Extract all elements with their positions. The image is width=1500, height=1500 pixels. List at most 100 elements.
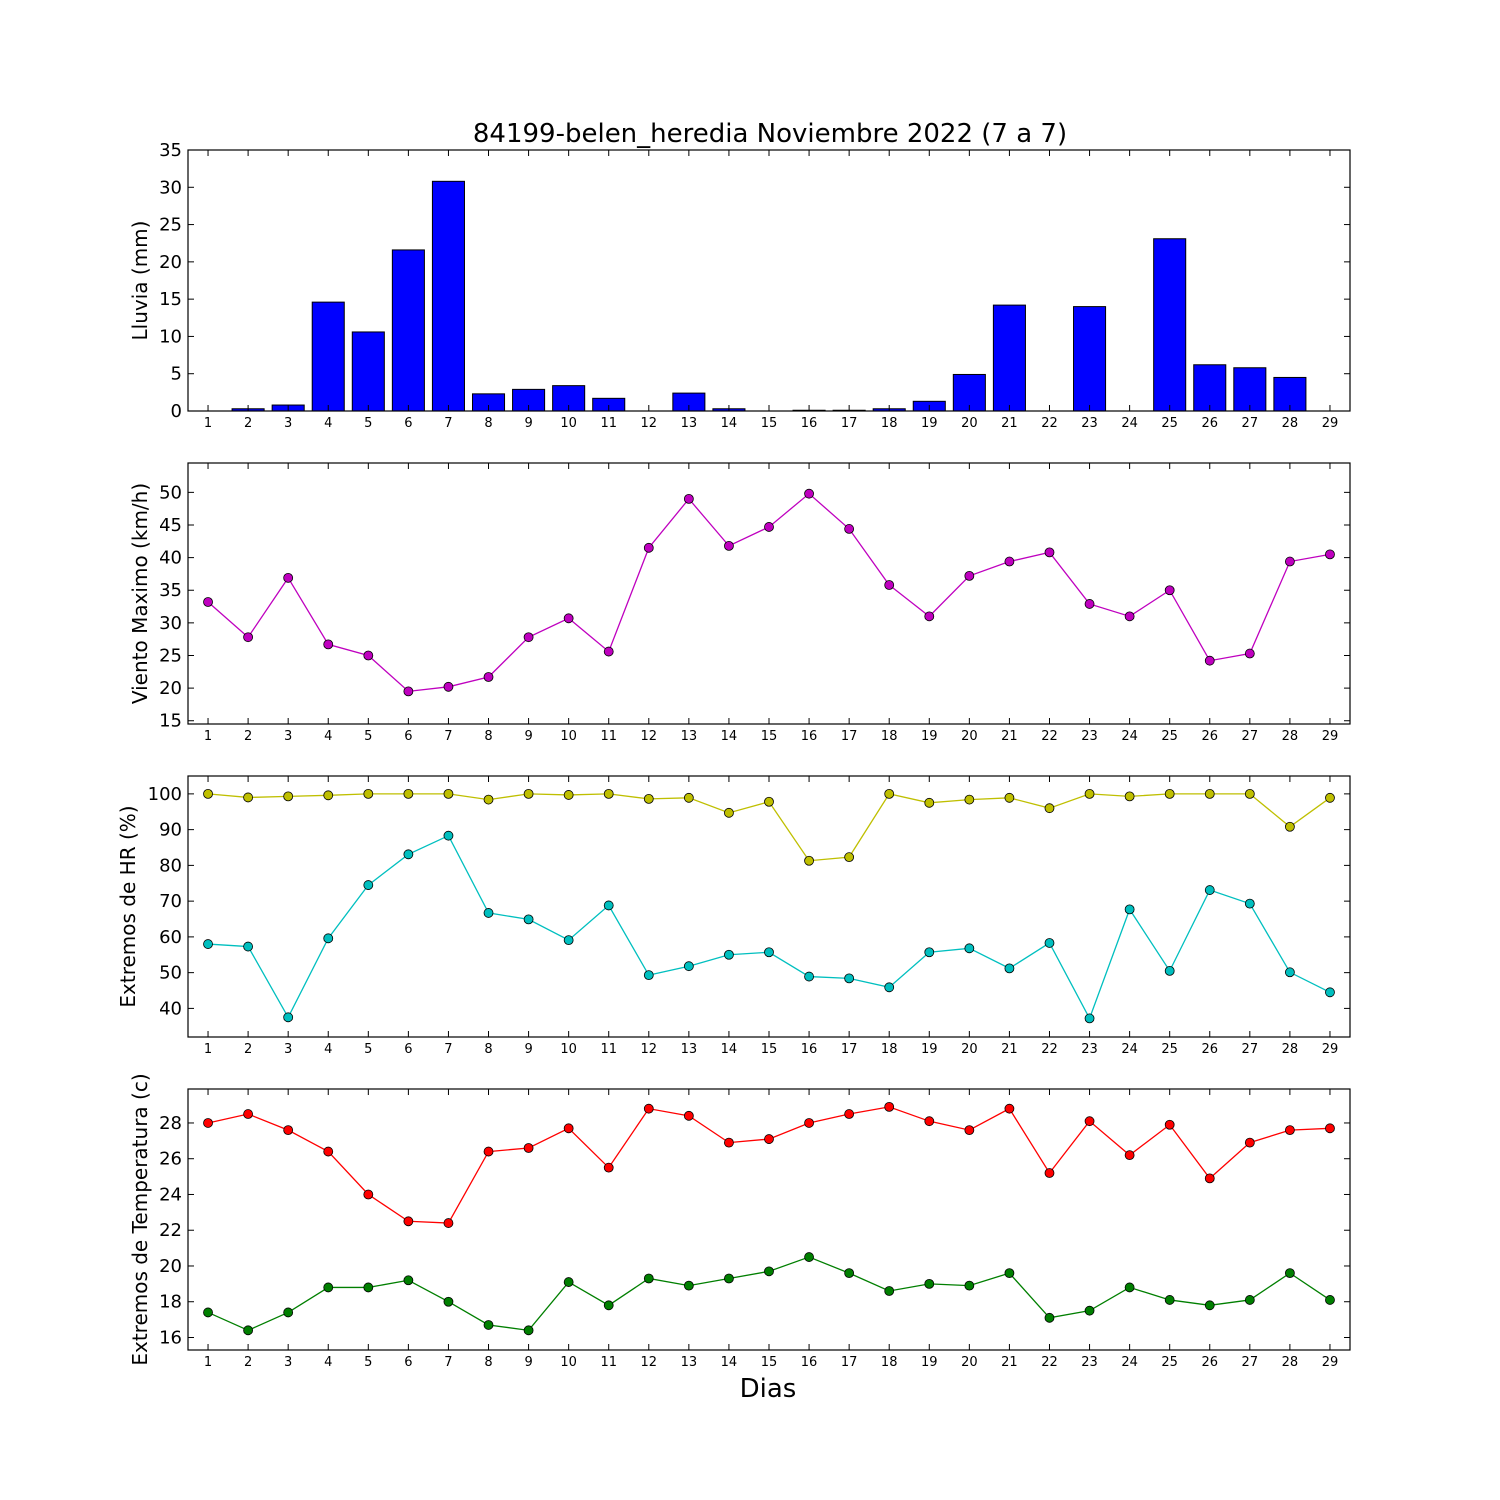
point-temperature-series-2-day-16: [804, 1252, 814, 1262]
point-max-wind-series-1-day-8: [483, 672, 494, 682]
point-temperature-series-1-day-9: [523, 1143, 534, 1153]
y-tick-label-temperature: 28: [159, 1113, 182, 1134]
bar-rainfall-day-6: [391, 249, 425, 412]
x-tick-label-humidity: 22: [1041, 1042, 1058, 1057]
point-temperature-series-2-day-22: [1044, 1312, 1055, 1323]
point-humidity-series-1-day-22: [1044, 803, 1055, 814]
x-tick-label-max-wind: 4: [324, 729, 332, 744]
point-humidity-series-1-day-11: [603, 788, 614, 799]
x-tick-label-temperature: 18: [881, 1355, 898, 1370]
figure-title: 84199-belen_heredia Noviembre 2022 (7 a …: [473, 119, 1067, 149]
point-humidity-series-1-day-24: [1124, 791, 1135, 802]
point-temperature-series-2-day-15: [764, 1266, 774, 1277]
point-max-wind-series-1-day-16: [804, 488, 814, 499]
x-tick-label-humidity: 13: [681, 1042, 698, 1057]
x-tick-label-rainfall: 16: [801, 416, 818, 431]
x-tick-label-max-wind: 20: [961, 729, 978, 744]
y-tick-label-rainfall: 0: [171, 401, 182, 422]
point-temperature-series-2-day-19: [924, 1278, 935, 1289]
x-tick-label-humidity: 12: [641, 1042, 658, 1057]
x-tick-label-humidity: 7: [444, 1042, 452, 1057]
x-tick-label-temperature: 24: [1121, 1355, 1138, 1370]
x-tick-label-humidity: 26: [1201, 1042, 1218, 1057]
point-max-wind-series-1-day-3: [283, 572, 294, 583]
point-max-wind-series-1-day-14: [724, 540, 734, 551]
y-tick-label-temperature: 24: [159, 1184, 182, 1205]
point-max-wind-series-1-day-29: [1325, 549, 1335, 560]
x-tick-label-humidity: 29: [1322, 1042, 1339, 1057]
x-tick-label-humidity: 3: [284, 1042, 292, 1057]
x-tick-label-humidity: 19: [921, 1042, 938, 1057]
point-temperature-series-1-day-21: [1004, 1103, 1015, 1114]
x-tick-label-rainfall: 25: [1161, 416, 1178, 431]
point-humidity-series-2-day-27: [1244, 898, 1255, 909]
x-tick-label-temperature: 21: [1001, 1355, 1018, 1370]
x-tick-label-rainfall: 10: [560, 416, 577, 431]
point-humidity-series-1-day-4: [323, 790, 334, 801]
y-tick-label-rainfall: 10: [159, 326, 182, 347]
x-tick-label-rainfall: 27: [1242, 416, 1259, 431]
y-tick-label-max-wind: 50: [159, 482, 182, 503]
x-tick-label-humidity: 25: [1161, 1042, 1178, 1057]
point-max-wind-series-1-day-19: [924, 611, 935, 622]
x-tick-label-humidity: 5: [364, 1042, 372, 1057]
point-max-wind-series-1-day-13: [683, 493, 694, 504]
x-tick-label-rainfall: 19: [921, 416, 938, 431]
x-tick-label-temperature: 22: [1041, 1355, 1058, 1370]
x-tick-label-humidity: 10: [560, 1042, 577, 1057]
point-humidity-series-1-day-28: [1284, 821, 1295, 832]
x-tick-label-temperature: 27: [1242, 1355, 1259, 1370]
bar-rainfall-day-5: [351, 331, 385, 412]
point-temperature-series-1-day-12: [643, 1103, 654, 1114]
x-tick-label-max-wind: 21: [1001, 729, 1018, 744]
x-tick-label-max-wind: 17: [841, 729, 858, 744]
point-temperature-series-1-day-2: [243, 1109, 254, 1119]
point-temperature-series-1-day-13: [683, 1110, 694, 1121]
point-temperature-series-1-day-6: [403, 1216, 414, 1227]
point-humidity-series-1-day-8: [483, 794, 494, 805]
point-temperature-series-1-day-7: [443, 1218, 454, 1228]
point-temperature-series-2-day-27: [1244, 1295, 1255, 1305]
point-temperature-series-1-day-14: [724, 1137, 734, 1148]
point-humidity-series-1-day-21: [1004, 792, 1015, 803]
x-tick-label-rainfall: 3: [284, 416, 292, 431]
y-tick-label-max-wind: 20: [159, 678, 182, 699]
x-tick-label-humidity: 27: [1242, 1042, 1259, 1057]
y-tick-label-temperature: 18: [159, 1292, 182, 1313]
point-temperature-series-1-day-28: [1284, 1125, 1295, 1136]
point-max-wind-series-1-day-12: [643, 542, 654, 553]
x-tick-label-max-wind: 24: [1121, 729, 1138, 744]
point-humidity-series-1-day-13: [683, 792, 694, 803]
x-tick-label-max-wind: 10: [560, 729, 577, 744]
x-tick-label-temperature: 6: [404, 1355, 412, 1370]
x-tick-label-temperature: 19: [921, 1355, 938, 1370]
point-humidity-series-2-day-10: [563, 935, 574, 946]
point-humidity-series-1-day-2: [243, 792, 254, 803]
x-tick-label-rainfall: 18: [881, 416, 898, 431]
y-tick-label-rainfall: 20: [159, 252, 182, 273]
point-temperature-series-2-day-28: [1284, 1268, 1295, 1279]
x-tick-label-rainfall: 24: [1121, 416, 1138, 431]
point-temperature-series-2-day-29: [1325, 1295, 1335, 1305]
point-max-wind-series-1-day-27: [1244, 648, 1255, 659]
x-tick-label-max-wind: 16: [801, 729, 818, 744]
point-temperature-series-2-day-20: [964, 1280, 975, 1291]
bar-rainfall-day-4: [311, 301, 345, 412]
point-temperature-series-1-day-23: [1084, 1116, 1095, 1127]
point-humidity-series-1-day-27: [1244, 788, 1255, 799]
point-humidity-series-2-day-25: [1164, 965, 1175, 976]
point-max-wind-series-1-day-9: [523, 632, 534, 643]
x-tick-label-rainfall: 7: [444, 416, 452, 431]
point-temperature-series-2-day-5: [363, 1282, 374, 1293]
point-max-wind-series-1-day-11: [603, 646, 614, 657]
x-tick-label-humidity: 15: [761, 1042, 778, 1057]
x-tick-label-humidity: 23: [1081, 1042, 1098, 1057]
y-tick-label-rainfall: 25: [159, 215, 182, 236]
point-temperature-series-2-day-4: [323, 1282, 334, 1293]
y-tick-label-max-wind: 35: [159, 580, 182, 601]
point-humidity-series-2-day-15: [764, 947, 774, 958]
point-humidity-series-1-day-14: [724, 807, 734, 818]
